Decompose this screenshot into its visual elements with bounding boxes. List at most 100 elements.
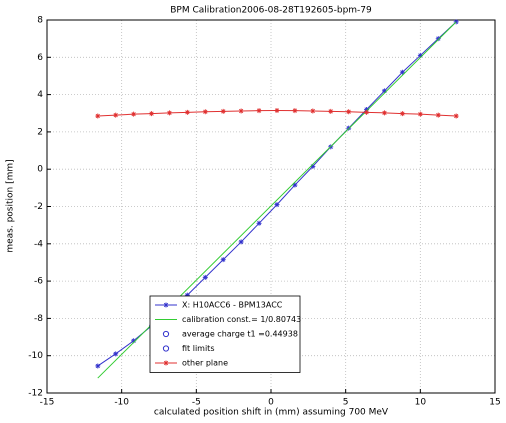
marker-shape: [310, 163, 316, 169]
marker-shape: [166, 110, 172, 116]
marker-shape: [163, 302, 169, 308]
data-point: [381, 88, 387, 94]
legend-marker: [163, 302, 169, 308]
y-axis-label: meas. position [mm]: [6, 159, 16, 252]
legend-box: [149, 295, 301, 373]
y-tick-label: -8: [34, 314, 43, 324]
y-tick-label: 0: [37, 165, 43, 175]
data-point: [399, 69, 405, 75]
legend-marker: [162, 330, 170, 338]
marker-shape: [274, 107, 280, 113]
x-tick-label: -5: [192, 398, 201, 408]
marker-shape: [131, 338, 137, 344]
y-tick-label: -12: [28, 389, 43, 399]
marker-shape: [220, 108, 226, 114]
legend-label: X: H10ACC6 - BPM13ACC: [182, 301, 283, 310]
data-point: [274, 107, 280, 113]
data-point: [256, 220, 262, 226]
marker-shape: [274, 202, 280, 208]
marker-shape: [113, 112, 119, 118]
marker-shape: [310, 108, 316, 114]
y-tick-label: 4: [37, 90, 43, 100]
x-axis-label: calculated position shift in (mm) assumi…: [154, 408, 389, 418]
data-point: [364, 109, 370, 115]
marker-shape: [364, 109, 370, 115]
x-tick-label: -10: [114, 398, 129, 408]
data-point: [202, 274, 208, 280]
marker-shape: [238, 108, 244, 114]
y-tick-label: 8: [37, 16, 43, 26]
x-tick-label: 10: [415, 398, 427, 408]
marker-shape: [399, 111, 405, 117]
data-point: [220, 108, 226, 114]
data-point: [256, 108, 262, 114]
marker-shape: [381, 110, 387, 116]
marker-shape: [364, 107, 370, 113]
data-point: [95, 363, 101, 369]
y-tick-label: -2: [34, 202, 43, 212]
legend-label: average charge t1 =0.44938: [182, 330, 298, 339]
data-point: [310, 163, 316, 169]
data-point: [166, 110, 172, 116]
marker-shape: [381, 88, 387, 94]
marker-shape: [202, 109, 208, 115]
legend-label: other plane: [182, 359, 228, 368]
data-point: [399, 111, 405, 117]
data-point: [435, 112, 441, 118]
marker-shape: [417, 111, 423, 117]
marker-shape: [184, 292, 190, 298]
marker-shape: [435, 112, 441, 118]
data-point: [238, 108, 244, 114]
data-point: [292, 182, 298, 188]
marker-shape: [256, 108, 262, 114]
data-point: [238, 239, 244, 245]
x-tick-label: 15: [489, 398, 500, 408]
data-point: [202, 109, 208, 115]
marker-shape: [113, 351, 119, 357]
marker-shape: [131, 111, 137, 117]
chart-title: BPM Calibration2006-08-28T192605-bpm-79: [170, 6, 372, 16]
marker-shape: [163, 360, 169, 366]
data-point: [149, 111, 155, 117]
marker-shape: [238, 239, 244, 245]
marker-shape: [149, 111, 155, 117]
marker-shape: [184, 109, 190, 115]
data-point: [184, 109, 190, 115]
y-tick-label: -6: [34, 277, 43, 287]
data-point: [417, 111, 423, 117]
data-point: [95, 113, 101, 119]
data-point: [184, 292, 190, 298]
x-tick-label: 5: [343, 398, 349, 408]
marker-shape: [220, 257, 226, 263]
legend-label: calibration const.= 1/0.80743: [182, 315, 301, 324]
data-point: [346, 109, 352, 115]
data-point: [453, 113, 459, 119]
y-tick-label: 2: [37, 127, 43, 137]
marker-shape: [95, 113, 101, 119]
data-point: [113, 351, 119, 357]
y-tick-label: 6: [37, 53, 43, 63]
data-point: [328, 108, 334, 114]
data-point: [131, 111, 137, 117]
data-point: [381, 110, 387, 116]
y-tick-label: -10: [28, 351, 43, 361]
marker-shape: [292, 108, 298, 114]
x-tick-label: -15: [40, 398, 55, 408]
legend-marker: [163, 360, 169, 366]
marker-shape: [202, 274, 208, 280]
marker-shape: [328, 108, 334, 114]
data-point: [131, 338, 137, 344]
marker-shape: [417, 52, 423, 58]
marker-shape: [435, 36, 441, 42]
data-point: [113, 112, 119, 118]
marker-shape: [346, 109, 352, 115]
data-point: [220, 257, 226, 263]
data-point: [292, 108, 298, 114]
plot-frame: [46, 19, 496, 394]
data-point: [274, 202, 280, 208]
legend-marker: [162, 345, 170, 352]
data-point: [364, 107, 370, 113]
data-point: [417, 52, 423, 58]
y-tick-label: -4: [34, 239, 43, 249]
data-point: [310, 108, 316, 114]
